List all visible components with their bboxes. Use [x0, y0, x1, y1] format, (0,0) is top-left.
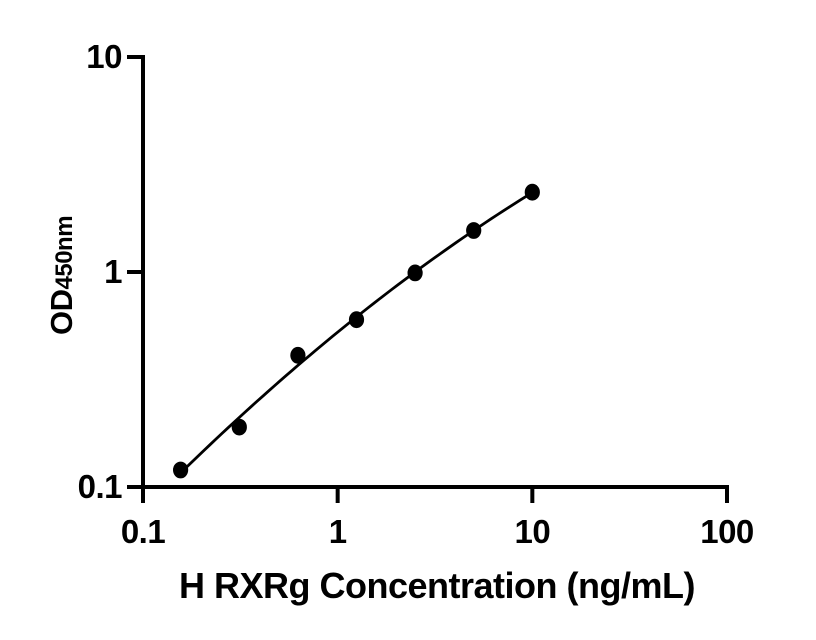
x-axis-title: H RXRg Concentration (ng/mL) — [179, 565, 695, 606]
data-point — [231, 418, 247, 436]
y-axis-title: OD450nm — [44, 216, 79, 335]
data-point — [466, 222, 482, 239]
axes-group — [141, 55, 729, 489]
data-point — [348, 311, 365, 329]
y-tick-label: 1 — [104, 253, 122, 290]
x-tick-label: 0.1 — [121, 513, 166, 550]
y-tick-label: 10 — [86, 38, 122, 75]
data-point — [290, 346, 306, 364]
data-point — [524, 183, 540, 201]
y-tick-label: 0.1 — [78, 468, 123, 505]
data-point — [173, 461, 189, 479]
data-point — [407, 264, 423, 282]
points-group — [173, 183, 540, 479]
ticks-group: 0.1 1 10 100 0.1 1 10 — [78, 38, 755, 550]
y-axis-title-sub: 450nm — [51, 216, 78, 290]
x-tick-label: 100 — [700, 513, 754, 550]
y-axis-title-main: OD — [44, 289, 79, 335]
x-tick-label: 10 — [514, 513, 550, 550]
x-tick-label: 1 — [329, 513, 347, 550]
